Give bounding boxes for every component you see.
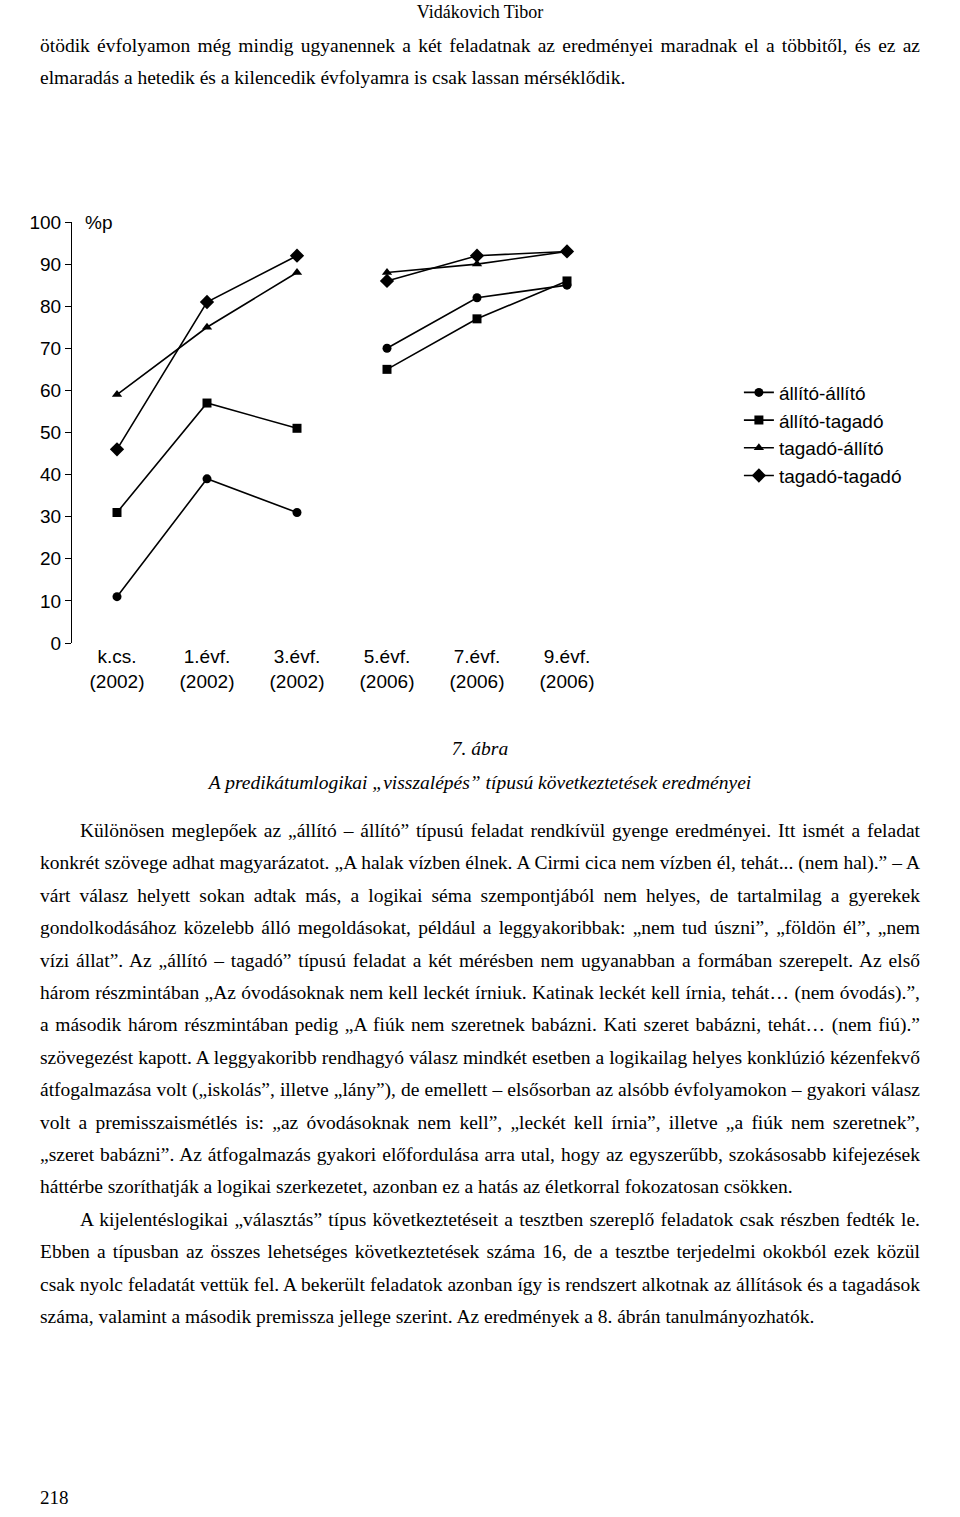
svg-text:100: 100 (29, 212, 61, 233)
svg-text:tagadó-állító: tagadó-állító (779, 438, 884, 459)
html-text:A predikátumlogikai „visszalép: A predikátumlogikai „visszalépés” típusú… (208, 772, 752, 793)
html-text:A kijelentéslogikai „választás: A kijelentéslogikai „választás” típus kö… (40, 1208, 920, 1328)
svg-text:30: 30 (40, 506, 61, 527)
html-text:ötödik évfolyamon még mindig u: ötödik évfolyamon még mindig ugyanennek … (40, 35, 920, 89)
html-text:Vidákovich Tibor: Vidákovich Tibor (416, 2, 544, 22)
html-text:218: 218 (40, 1487, 69, 1508)
svg-text:k.cs.(2002): k.cs.(2002) (90, 646, 145, 692)
svg-text:0: 0 (51, 633, 62, 654)
svg-text:10: 10 (40, 591, 61, 612)
svg-text:90: 90 (40, 254, 61, 275)
svg-text:80: 80 (40, 296, 61, 317)
svg-text:70: 70 (40, 338, 61, 359)
html-text:7. ábra: 7. ábra (451, 738, 509, 759)
svg-text:állító-tagadó: állító-tagadó (779, 411, 884, 432)
svg-text:3.évf.(2002): 3.évf.(2002) (270, 646, 325, 692)
svg-text:40: 40 (40, 464, 61, 485)
svg-text:tagadó-tagadó: tagadó-tagadó (779, 466, 902, 487)
svg-text:20: 20 (40, 548, 61, 569)
svg-text:50: 50 (40, 422, 61, 443)
svg-text:60: 60 (40, 380, 61, 401)
svg-text:%p: %p (85, 212, 112, 233)
html-text:Különösen meglepőek az „állító: Különösen meglepőek az „állító – állító”… (40, 820, 920, 1198)
svg-text:7.évf.(2006): 7.évf.(2006) (450, 646, 505, 692)
svg-text:állító-állító: állító-állító (779, 383, 866, 404)
svg-text:9.évf.(2006): 9.évf.(2006) (540, 646, 595, 692)
svg-text:1.évf.(2002): 1.évf.(2002) (180, 646, 235, 692)
svg-text:5.évf.(2006): 5.évf.(2006) (360, 646, 415, 692)
